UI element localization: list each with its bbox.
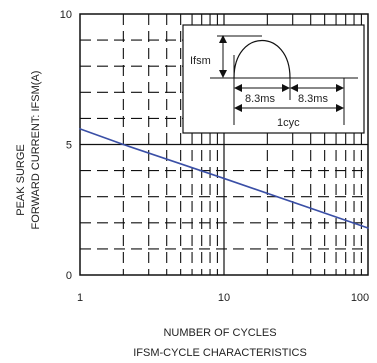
y-tick-label-10: 10 — [60, 9, 72, 21]
y-axis-label-line2: FORWARD CURRENT: IFSM(A) — [30, 71, 42, 230]
y-tick-label-5: 5 — [66, 140, 72, 152]
inset-box — [182, 24, 365, 134]
x-axis-label: NUMBER OF CYCLES — [163, 327, 276, 339]
half-cycle-2-arrow-left — [290, 84, 298, 92]
x-tick-label-100: 100 — [351, 292, 369, 304]
half-cycle-1-label: 8.3ms — [245, 93, 275, 105]
half-cycle-2-arrow-right — [336, 84, 344, 92]
chart-title: IFSM-CYCLE CHARACTERISTICS — [133, 347, 307, 359]
half-cycle-1-arrow-left — [234, 84, 242, 92]
y-tick-label-0: 0 — [66, 270, 72, 282]
half-sine-pulse — [233, 40, 291, 79]
half-cycle-1-arrow-right — [282, 84, 290, 92]
cycle-arrow-right — [336, 104, 344, 112]
cycle-label: 1cyc — [277, 117, 300, 129]
half-cycle-2-label: 8.3ms — [298, 93, 328, 105]
series-line — [79, 128, 369, 229]
ifsm-label: Ifsm — [190, 55, 211, 67]
y-axis-label-line1: PEAK SURGE — [15, 144, 27, 216]
x-tick-label-1: 1 — [77, 292, 83, 304]
cycle-arrow-left — [234, 104, 242, 112]
ifsm-arrow-bottom — [219, 70, 227, 78]
ifsm-arrow-top — [219, 35, 227, 43]
series-point — [367, 227, 369, 229]
series-point — [79, 128, 81, 130]
series-points — [79, 128, 369, 229]
waveform-inset: Ifsm 8.3ms 8.3ms 1cyc — [182, 24, 365, 134]
x-tick-label-10: 10 — [218, 292, 230, 304]
series-point — [223, 177, 225, 180]
series-point — [122, 143, 125, 146]
